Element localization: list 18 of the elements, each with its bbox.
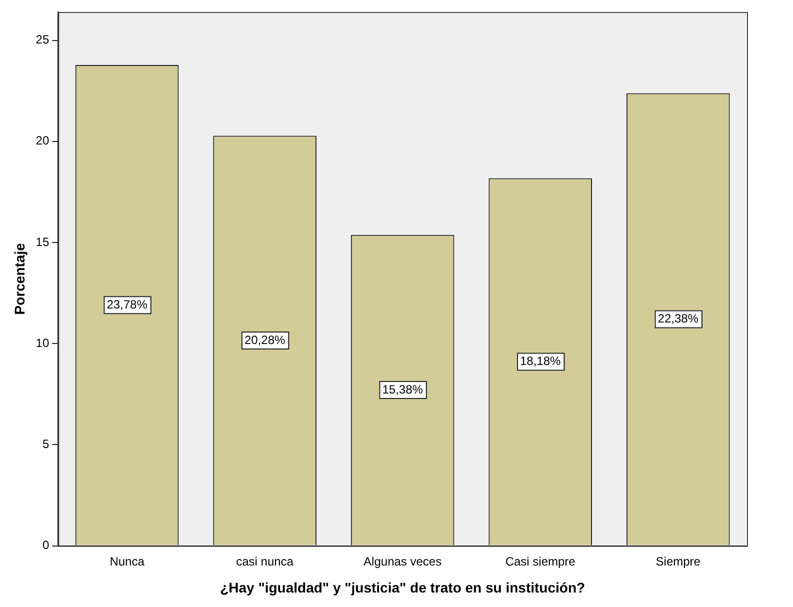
y-tick-label: 0 bbox=[42, 538, 50, 552]
data-label: 22,38% bbox=[658, 312, 699, 326]
data-label: 15,38% bbox=[382, 382, 424, 396]
data-label: 20,28% bbox=[244, 332, 286, 347]
y-tick-label: 10 bbox=[36, 336, 50, 350]
y-tick-label: 5 bbox=[42, 437, 50, 452]
y-axis-title: Porcentaje bbox=[11, 242, 28, 315]
x-tick-label: Siempre bbox=[656, 554, 701, 568]
x-tick-label: casi nunca bbox=[236, 554, 294, 568]
y-tick-label: 25 bbox=[36, 32, 50, 47]
data-label: 18,18% bbox=[520, 354, 562, 368]
y-tick-label: 20 bbox=[36, 134, 50, 148]
x-tick-label: Casi siempre bbox=[505, 554, 576, 568]
x-tick-label: Nunca bbox=[110, 554, 145, 568]
x-tick-label: Algunas veces bbox=[364, 554, 442, 568]
y-tick-label: 15 bbox=[36, 234, 50, 249]
x-axis-title: ¿Hay "igualdad" y "justicia" de trato en su institución? bbox=[220, 579, 586, 596]
data-label: 23,78% bbox=[106, 297, 148, 312]
